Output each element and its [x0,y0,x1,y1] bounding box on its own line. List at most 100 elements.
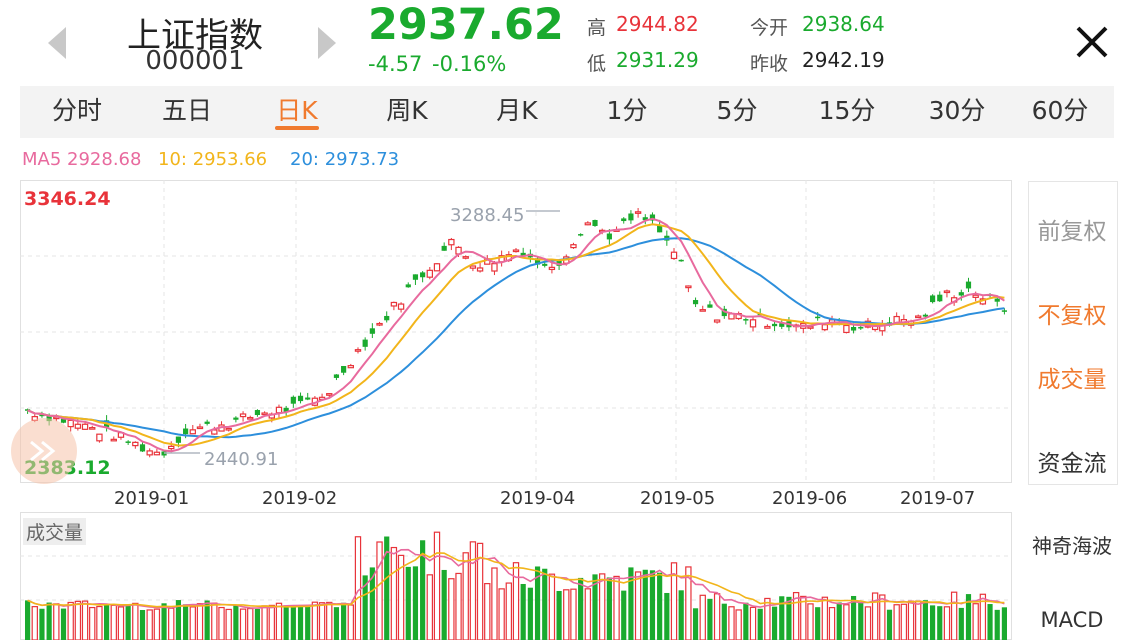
volume-bar-up [462,552,469,640]
volume-bar-down [757,608,763,640]
volume-bar-down [937,606,943,640]
candle-down [858,327,864,329]
volume-ma5-line [27,548,1005,609]
volume-bar-down [369,567,375,640]
tab-30min[interactable]: 30分 [907,86,1007,138]
ma5-legend: MA5 2928.68 [22,149,142,170]
candle-up [943,290,951,294]
volume-bar-up [239,608,247,640]
tab-1min[interactable]: 1分 [577,86,677,138]
volume-bar-up [915,600,922,640]
volume-bar-up [749,606,757,640]
volume-bar-down [692,608,699,640]
close-icon[interactable] [1074,24,1110,60]
candle-up [132,441,139,447]
side-item-magic-wave[interactable]: 神奇海波 [1032,534,1112,558]
volume-bar-down [987,604,993,640]
volume-bar-up [871,592,879,640]
candle-up [96,433,103,442]
volume-bar-up [491,567,498,640]
candle-up [275,406,283,414]
volume-bar-down [886,609,893,640]
volume-chart[interactable] [20,512,1012,640]
candle-up [462,256,469,259]
tab-label: 60分 [1031,96,1089,125]
volume-bar-down [850,595,857,640]
candle-down [233,417,239,420]
candle-up [390,301,398,307]
current-price: 2937.62 [368,0,564,50]
candle-down [204,421,210,424]
candle-down [305,397,311,400]
kline-chart[interactable]: 3346.24 2383.12 3288.45 2440.91 [20,180,1012,484]
tab-5min[interactable]: 5分 [687,86,787,138]
volume-bar-up [311,601,319,640]
volume-bar-down [527,587,533,640]
x-tick: 2019-05 [640,488,716,509]
candle-down [420,272,426,278]
volume-bar-up [570,588,577,640]
tab-day-k[interactable]: 日K [247,86,347,138]
volume-bar-down [161,603,167,640]
tab-label: 5分 [716,96,758,125]
x-tick: 2019-07 [900,488,976,509]
volume-bar-down [175,600,182,640]
period-tabs: 分时 五日 日K 周K 月K 1分 5分 15分 30分 60分 [20,86,1114,138]
volume-bar-down [743,602,749,640]
candle-down [657,225,663,233]
volume-bar-up [584,588,592,640]
candle-down [125,441,131,443]
candle-up [196,426,204,430]
tab-timeshare[interactable]: 分时 [27,86,127,138]
tab-label: 30分 [928,96,986,125]
candle-up [67,419,74,428]
volume-bar-up [376,541,383,640]
ma10-legend: 10: 2953.66 [158,149,268,170]
side-item-macd[interactable]: MACD [1040,608,1104,632]
candle-down [642,217,648,221]
volume-bar-down [958,607,964,640]
side-item-no-adjust[interactable]: 不复权 [1037,303,1107,329]
expand-handle-icon[interactable] [11,418,77,484]
candle-down [369,328,375,334]
candle-down [341,365,347,373]
volume-bar-down [25,600,31,640]
candle-up [354,349,362,352]
candle-up [469,265,477,269]
x-tick: 2019-01 [114,488,190,509]
volume-bar-down [333,607,340,640]
tab-week-k[interactable]: 周K [357,86,457,138]
volume-bar-up [390,546,398,640]
volume-bar-down [534,566,541,640]
candle-up [634,211,642,214]
volume-bar-up [117,606,125,640]
volume-bar-up [67,601,74,640]
tab-five-day[interactable]: 五日 [137,86,237,138]
prev-stock-arrow-icon[interactable] [48,27,66,59]
candle-up [433,263,441,272]
candle-down [441,245,447,251]
volume-bar-up [613,575,620,640]
volume-bar-up [433,531,441,640]
tab-month-k[interactable]: 月K [467,86,567,138]
volume-bar-down [60,608,67,640]
tab-label: 五日 [161,96,212,125]
side-item-volume[interactable]: 成交量 [1037,367,1107,393]
tab-15min[interactable]: 15分 [797,86,897,138]
side-menu [1028,181,1118,485]
next-stock-arrow-icon[interactable] [318,27,336,59]
volume-bar-up [950,591,958,640]
volume-bar-up [469,541,477,640]
ma20-legend: 20: 2973.73 [290,149,400,170]
volume-bar-up [972,603,979,640]
candle-up [326,393,333,396]
side-item-fund-flow[interactable]: 资金流 [1037,451,1107,477]
candle-up [448,238,455,246]
volume-bar-up [247,607,254,640]
volume-bar-up [828,606,836,640]
tab-60min[interactable]: 60分 [1010,86,1110,138]
candle-up [261,412,268,416]
price-change: -4.57 [368,52,423,76]
side-item-forward-adjust[interactable]: 前复权 [1037,219,1107,245]
volume-bar-up [53,603,60,640]
